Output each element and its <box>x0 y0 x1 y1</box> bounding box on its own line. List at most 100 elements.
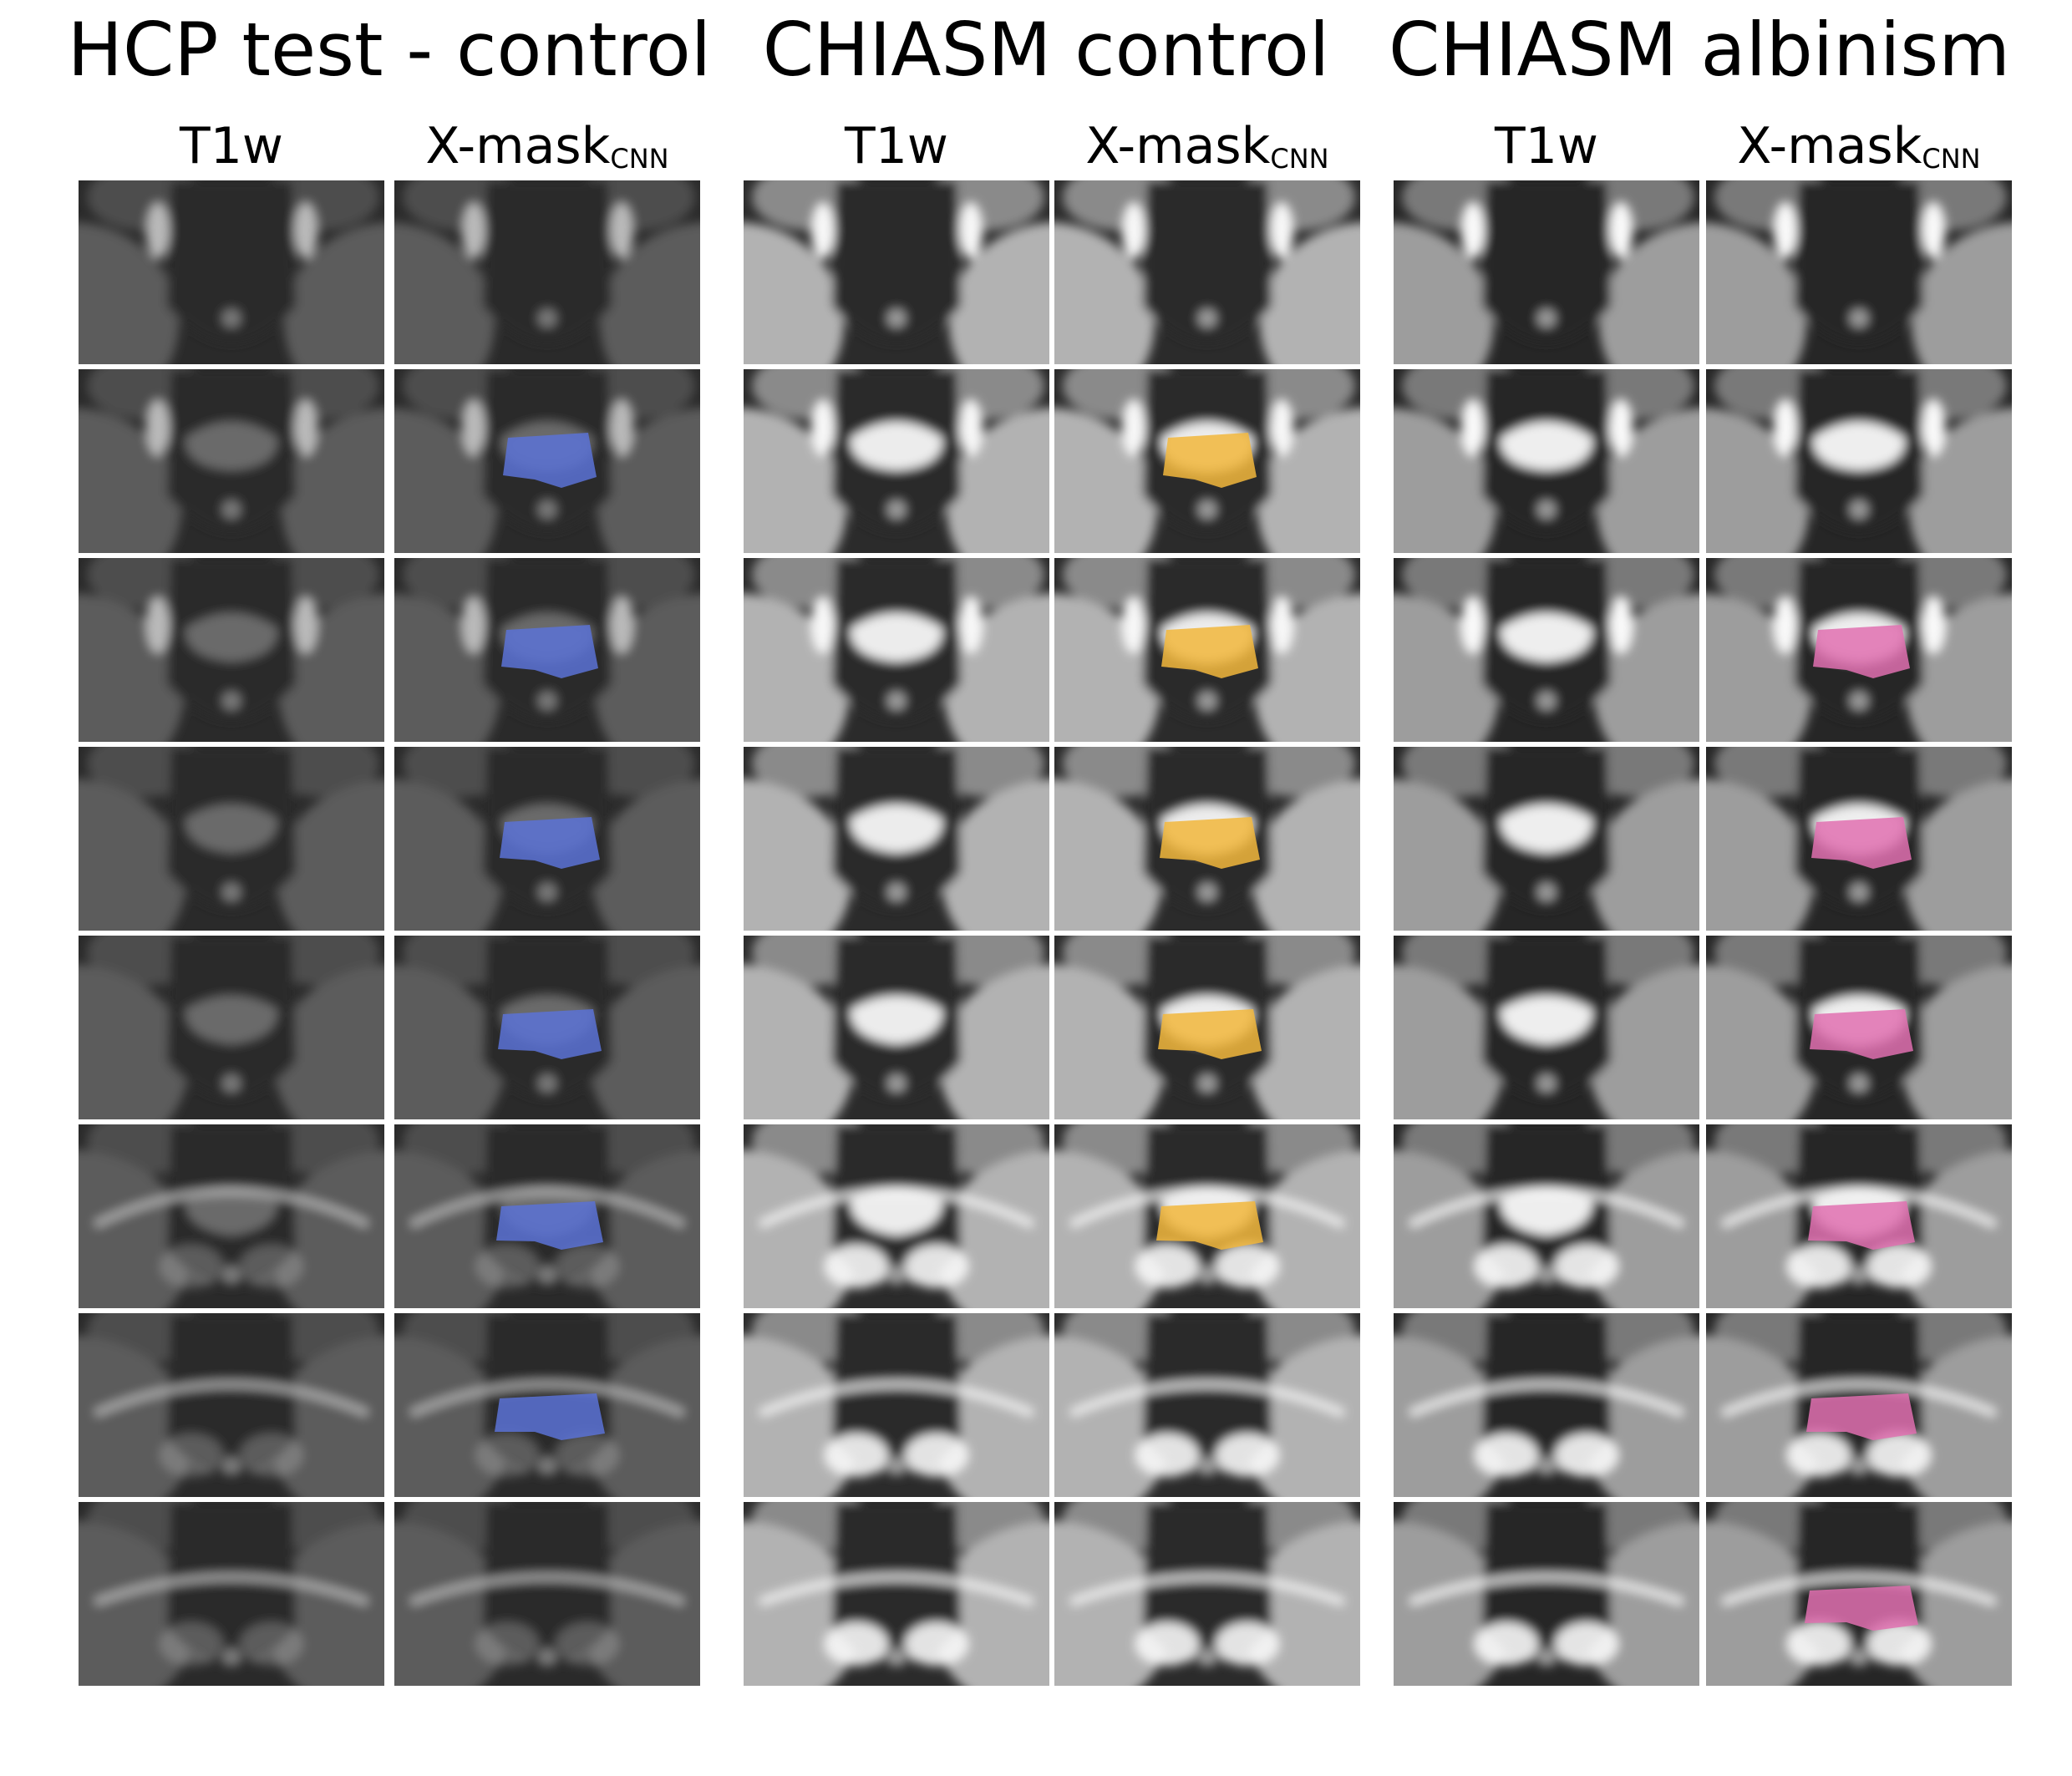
segmentation-mask <box>501 625 598 678</box>
column-label: X-maskCNN <box>1054 117 1360 175</box>
mri-slice-tile <box>1394 1502 1699 1686</box>
segmentation-mask <box>496 1201 603 1250</box>
mri-slice-image <box>1706 1313 2012 1497</box>
column-label: X-maskCNN <box>1706 117 2012 175</box>
mri-slice-tile <box>1706 1313 2012 1497</box>
mri-slice-image <box>394 1124 700 1308</box>
mri-slice-image <box>79 936 384 1119</box>
mri-slice-tile <box>744 936 1049 1119</box>
mri-slice-image <box>1054 936 1360 1119</box>
mri-slice-tile <box>1054 936 1360 1119</box>
mri-slice-tile <box>744 1124 1049 1308</box>
group-title: CHIASM control <box>762 7 1330 93</box>
mri-slice-image <box>79 180 384 364</box>
mri-slice-tile <box>394 1313 700 1497</box>
mri-slice-image <box>1706 747 2012 931</box>
mri-slice-image <box>79 369 384 553</box>
segmentation-mask <box>1158 1009 1262 1059</box>
mri-slice-image <box>79 1124 384 1308</box>
mri-slice-tile <box>394 1502 700 1686</box>
mri-slice-tile <box>79 369 384 553</box>
mri-slice-image <box>1054 558 1360 742</box>
mri-slice-image <box>744 747 1049 931</box>
mri-slice-image <box>1706 936 2012 1119</box>
mri-slice-image <box>79 1502 384 1686</box>
mri-slice-image <box>744 1124 1049 1308</box>
mri-slice-image <box>394 1502 700 1686</box>
mri-slice-image <box>394 558 700 742</box>
column-label-main: X-mask <box>425 117 611 175</box>
mri-slice-tile <box>744 558 1049 742</box>
mri-slice-tile <box>1706 369 2012 553</box>
segmentation-mask <box>1810 1009 1913 1059</box>
mri-slice-image <box>1054 180 1360 364</box>
mri-slice-image <box>744 936 1049 1119</box>
segmentation-mask <box>1813 625 1910 678</box>
segmentation-mask <box>1156 1201 1263 1250</box>
mri-slice-image <box>1054 1313 1360 1497</box>
mri-slice-tile <box>1394 369 1699 553</box>
mri-slice-tile <box>1706 558 2012 742</box>
mri-slice-image <box>79 747 384 931</box>
mri-slice-tile <box>394 747 700 931</box>
mri-slice-tile <box>1394 936 1699 1119</box>
segmentation-mask <box>498 1009 602 1059</box>
mri-slice-tile <box>1394 1313 1699 1497</box>
mri-slice-image <box>1394 180 1699 364</box>
segmentation-mask <box>503 433 597 488</box>
mri-slice-tile <box>744 1502 1049 1686</box>
mri-slice-tile <box>1706 1124 2012 1308</box>
mri-slice-tile <box>79 1502 384 1686</box>
column-label: T1w <box>845 117 948 175</box>
mri-slice-tile <box>1054 1502 1360 1686</box>
mri-slice-image <box>1706 180 2012 364</box>
mri-slice-image <box>1706 1502 2012 1686</box>
mri-slice-tile <box>394 936 700 1119</box>
mri-slice-tile <box>1054 558 1360 742</box>
mri-slice-image <box>1054 1124 1360 1308</box>
segmentation-mask <box>1808 1201 1915 1250</box>
mri-slice-tile <box>1054 1313 1360 1497</box>
column-label-main: X-mask <box>1085 117 1271 175</box>
group-title: HCP test - control <box>67 7 712 93</box>
segmentation-mask <box>1811 817 1912 869</box>
mri-slice-image <box>394 1313 700 1497</box>
column-label-subscript: CNN <box>1270 143 1329 175</box>
mri-slice-tile <box>394 1124 700 1308</box>
mri-slice-image <box>744 180 1049 364</box>
segmentation-mask <box>495 1393 605 1440</box>
mri-slice-tile <box>79 558 384 742</box>
mri-slice-tile <box>79 180 384 364</box>
mri-slice-image <box>1394 1124 1699 1308</box>
column-label-main: X-mask <box>1737 117 1922 175</box>
mri-slice-tile <box>79 1124 384 1308</box>
mri-slice-image <box>1394 369 1699 553</box>
mri-slice-tile <box>79 1313 384 1497</box>
mri-slice-image <box>394 369 700 553</box>
mri-slice-tile <box>744 747 1049 931</box>
mri-slice-tile <box>1706 936 2012 1119</box>
mri-slice-tile <box>1706 747 2012 931</box>
segmentation-mask <box>1161 625 1258 678</box>
mri-slice-image <box>1054 1502 1360 1686</box>
mri-slice-tile <box>1054 1124 1360 1308</box>
mri-slice-image <box>1394 747 1699 931</box>
column-label: X-maskCNN <box>394 117 700 175</box>
mri-slice-image <box>1706 558 2012 742</box>
segmentation-mask <box>500 817 600 869</box>
mri-slice-image <box>394 747 700 931</box>
mri-slice-tile <box>394 369 700 553</box>
mri-slice-tile <box>1054 180 1360 364</box>
column-label-subscript: CNN <box>610 143 669 175</box>
mri-slice-tile <box>79 936 384 1119</box>
mri-slice-tile <box>394 180 700 364</box>
mri-slice-tile <box>1394 558 1699 742</box>
mri-slice-tile <box>744 180 1049 364</box>
mri-slice-image <box>744 1313 1049 1497</box>
mri-slice-tile <box>1706 1502 2012 1686</box>
segmentation-mask <box>1160 817 1260 869</box>
column-label: T1w <box>1495 117 1598 175</box>
mri-slice-tile <box>394 558 700 742</box>
group-title: CHIASM albinism <box>1388 7 2010 93</box>
segmentation-mask <box>1805 1586 1918 1631</box>
